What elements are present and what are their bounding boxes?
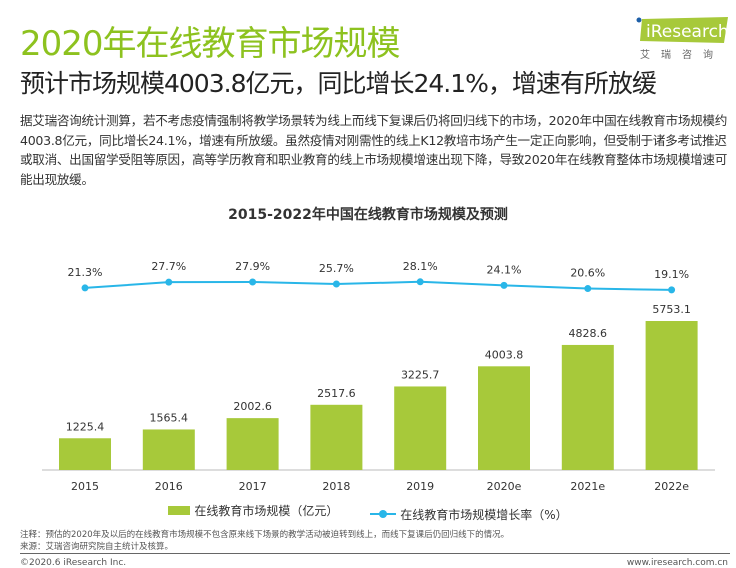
bar [142, 429, 195, 470]
source-text: 来源：艾瑞咨询研究院自主统计及核算。 [20, 542, 174, 552]
growth-point [165, 278, 173, 286]
growth-label: 25.7% [319, 262, 354, 275]
legend-label: 在线教育市场规模（亿元） [194, 504, 339, 518]
notes: 注释：预估的2020年及以后的在线教育市场规模不包含原来线下场景的教学活动被迫转… [20, 529, 509, 553]
bar [59, 438, 111, 470]
growth-point [81, 284, 89, 292]
x-tick-label: 2022e [654, 480, 689, 493]
body-paragraph: 据艾瑞咨询统计测算，若不考虑疫情强制将教学场景转为线上而线下复课后仍将回归线下的… [20, 113, 728, 187]
growth-label: 28.1% [403, 260, 438, 273]
x-tick-label: 2021e [570, 480, 605, 493]
x-tick-label: 2018 [322, 480, 350, 493]
page-title: 2020年在线教育市场规模 [20, 24, 401, 64]
growth-point [416, 278, 424, 286]
bar-label: 2002.6 [233, 400, 272, 413]
x-tick-label: 2019 [406, 480, 434, 493]
legend-swatch-bar [168, 506, 191, 515]
x-tick-label: 2016 [155, 480, 183, 493]
logo-subtitle: 艾瑞咨询 [640, 50, 724, 61]
growth-label: 19.1% [654, 268, 689, 281]
bar-label: 5753.1 [652, 303, 691, 316]
x-tick-label: 2017 [239, 480, 267, 493]
legend-label: 在线教育市场规模增长率（%） [400, 507, 568, 522]
page-subtitle: 预计市场规模4003.8亿元，同比增长24.1%，增速有所放缓 [20, 69, 657, 98]
bar [561, 344, 614, 470]
bar-label: 1565.4 [150, 411, 189, 424]
growth-label: 27.9% [235, 260, 270, 273]
x-tick-label: 2015 [71, 480, 99, 493]
bar [645, 321, 698, 470]
note-text: 注释：预估的2020年及以后的在线教育市场规模不包含原来线下场景的教学活动被迫转… [20, 530, 510, 540]
growth-label: 21.3% [68, 266, 103, 279]
legend-item-line: 在线教育市场规模增长率（%） [370, 506, 568, 523]
growth-label: 27.7% [151, 260, 186, 273]
bar-label: 4003.8 [485, 348, 524, 361]
bar [226, 418, 279, 470]
legend-swatch-line [370, 510, 397, 518]
copyright: ©2020.6 iResearch Inc. [20, 558, 127, 568]
x-tick-label: 2020e [487, 480, 522, 493]
growth-point [500, 281, 508, 289]
website-link[interactable]: www.iresearch.com.cn [626, 558, 728, 568]
bar [394, 386, 447, 470]
legend-item-bar: 在线教育市场规模（亿元） [168, 502, 338, 519]
growth-point [249, 278, 257, 286]
bar-label: 3225.7 [401, 368, 440, 381]
bar-label: 2517.6 [317, 387, 356, 400]
growth-label: 24.1% [487, 263, 522, 276]
chart-title: 2015-2022年中国在线教育市场规模及预测 [228, 207, 508, 223]
svg-text:iResearch: iResearch [646, 22, 728, 42]
growth-point [332, 280, 340, 288]
growth-line [84, 280, 672, 291]
growth-point [668, 286, 676, 294]
chart: 1225.4 2015 1565.4 2016 2002.6 2017 2517.6 2018… [42, 260, 715, 493]
growth-label: 20.6% [570, 267, 605, 280]
legend: 在线教育市场规模（亿元） 在线教育市场规模增长率（%） [0, 502, 736, 523]
bar [478, 366, 530, 470]
footer-divider [20, 553, 730, 554]
bar [310, 404, 363, 470]
iresearch-logo: iResearch [636, 17, 728, 43]
growth-point [584, 285, 592, 293]
bar-label: 4828.6 [569, 327, 608, 340]
bar-label: 1225.4 [66, 420, 105, 433]
